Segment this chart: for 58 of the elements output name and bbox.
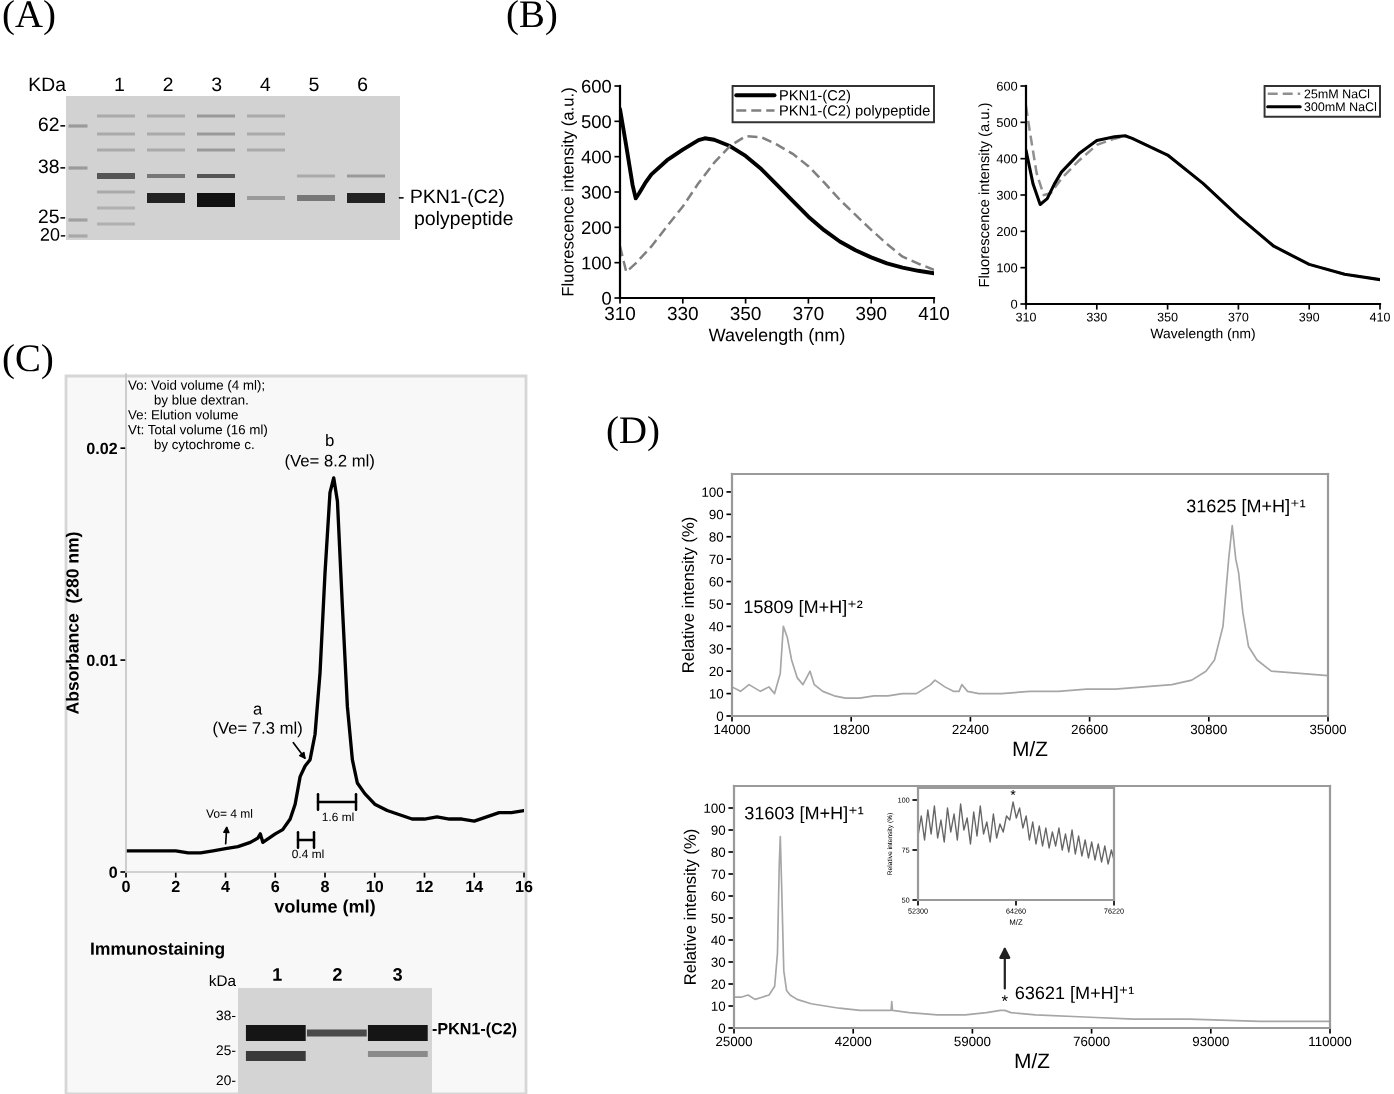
annotation: 15809 [M+H]⁺² [744,599,863,617]
annotation: 31603 [M+H]⁺¹ [744,806,864,824]
annotation: 31625 [M+H]⁺¹ [1186,499,1306,516]
x-tick-label: 6 [271,880,280,893]
x-tick-label: 14 [466,880,484,893]
line-series [918,801,1114,865]
y-tick-label: 400 [581,150,611,164]
x-axis-title: M/Z [1013,740,1048,757]
x-tick-label: 410 [918,306,950,321]
y-axis-title: Relative intensity (%) [681,517,698,672]
x-tick-label: 4 [221,880,230,893]
x-tick-label: 2 [171,880,180,893]
x-tick-label: 350 [730,306,761,321]
y-tick-label: 0 [602,291,611,305]
x-tick-label: 8 [321,880,329,893]
x-axis-title: volume (ml) [274,899,375,917]
text: 62- [38,117,66,132]
text: -PKN1-(C2) [432,1022,517,1038]
y-tick-label: 200 [582,221,611,235]
text: Immunostaining [91,942,224,959]
text: 20- [40,228,66,241]
x-tick-label: 0 [122,880,130,893]
text: 1 2 3 4 5 6 [115,77,368,92]
y-axis-title: Fluorescence intensity (a.u.) [561,88,577,296]
y-tick-label: 0.01 [86,654,118,667]
y-tick-label: 0 [109,866,118,878]
x-tick-label: 390 [856,306,887,321]
x-tick-label: 10 [366,880,384,893]
text: polypeptide [415,210,513,230]
x-tick-label: 310 [604,306,636,321]
text: (A) [3,0,55,36]
x-tick-label: 12 [416,880,433,893]
text: 38- [38,159,66,174]
y-tick-label: 600 [582,79,611,93]
chart-title: (D) [607,416,659,452]
line-series [126,476,524,855]
annotation: b (Ve= 8.2 ml) [285,433,374,470]
text: - PKN1-(C2) [398,188,504,208]
y-tick-label: 100 [582,256,611,270]
text: 1 2 3 [273,968,402,981]
x-tick-label: 370 [793,306,824,321]
chart-title: (C) [3,344,53,380]
y-axis-title: Absorbance (280 nm) [65,532,83,714]
y-tick-label: 500 [581,115,611,129]
annotation: a (Ve= 7.3 ml) [213,705,302,738]
x-tick-label: 330 [667,306,698,321]
annotation: 63621 [M+H]⁺¹ [1015,985,1134,1003]
chart-title: (B) [507,0,557,36]
y-axis-title: Relative intensity (%) [683,829,700,984]
annotation: * [1001,995,1008,1002]
text: KDa [29,77,66,92]
y-tick-label: 0.02 [86,442,118,455]
x-axis-title: M/Z [1015,1052,1050,1069]
y-tick-label: 300 [581,185,611,199]
text: 25- [38,209,66,224]
x-tick-label: 16 [516,880,533,893]
x-axis-title: Wavelength (nm) [708,328,845,345]
line-series [620,134,934,274]
